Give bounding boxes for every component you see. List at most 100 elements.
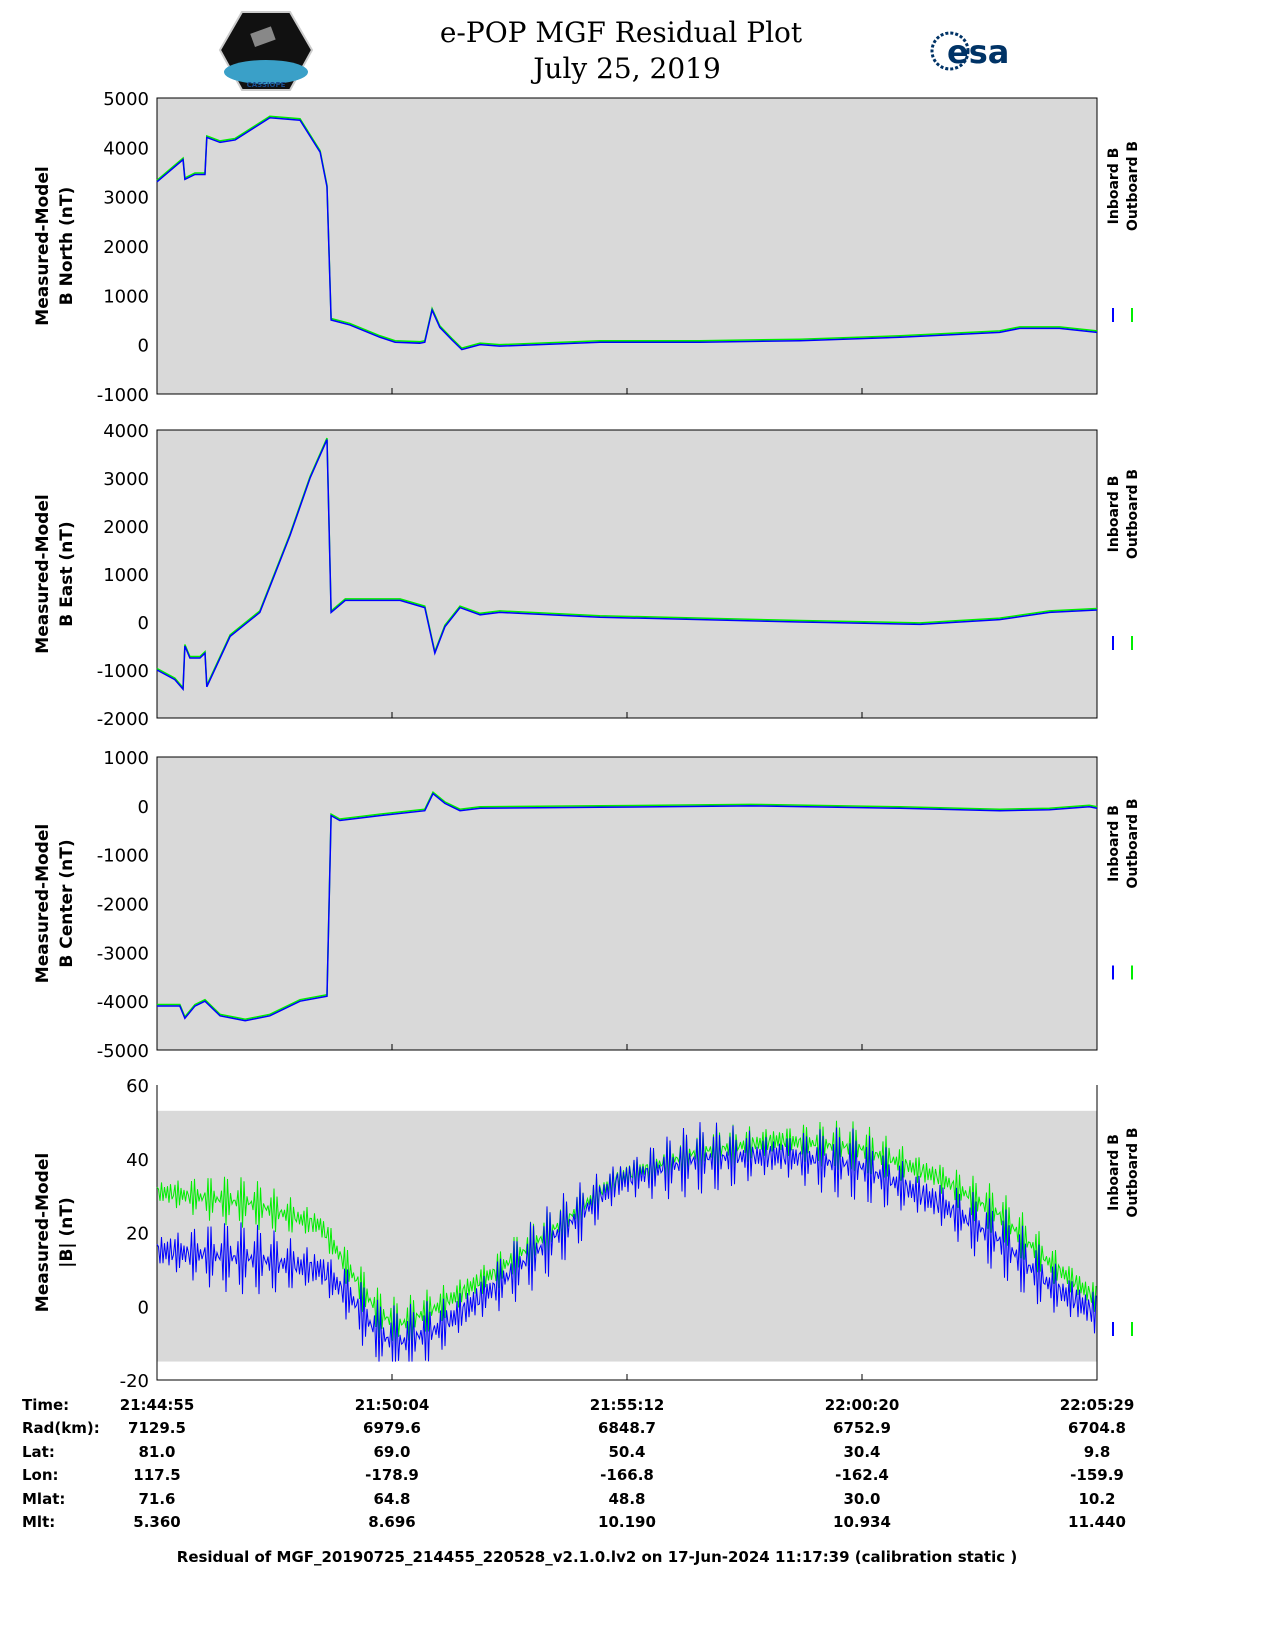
y-tick-label: 2000 (103, 237, 149, 258)
y-tick-label: -2000 (97, 709, 149, 730)
table-cell: -178.9 (365, 1466, 419, 1484)
y-tick-label: -3000 (97, 943, 149, 964)
y-tick-label: -20 (120, 1371, 149, 1392)
table-row-label: Lat: (22, 1443, 55, 1461)
y-tick-label: 60 (126, 1076, 149, 1097)
y-tick-label: -5000 (97, 1041, 149, 1062)
title-line-2: July 25, 2019 (530, 52, 721, 85)
inboard-series-line (157, 792, 1098, 1022)
y-tick-label: 0 (138, 1297, 149, 1318)
table-cell: 22:05:29 (1060, 1396, 1135, 1414)
table-cell: 6704.8 (1068, 1419, 1126, 1437)
table-cell: 21:50:04 (355, 1396, 430, 1414)
y-tick-label: 40 (126, 1150, 149, 1171)
legend-outboard-label: Outboard B (1125, 469, 1141, 559)
plot-area (156, 429, 1098, 719)
table-cell: 21:44:55 (120, 1396, 195, 1414)
legend-outboard-label: Outboard B (1125, 1127, 1141, 1217)
y-axis-label: Measured-Model (33, 824, 53, 983)
y-tick-label: -2000 (97, 895, 149, 916)
y-tick-label: 0 (138, 613, 149, 634)
table-cell: 21:55:12 (590, 1396, 665, 1414)
y-tick-label: 0 (138, 336, 149, 357)
y-tick-label: 20 (126, 1224, 149, 1245)
panel-4: 60 40 20 0 -20 Measured-Model |B| (nT) Inboard … (33, 1076, 1141, 1392)
esa-logo: esa (930, 31, 1009, 71)
table-cell: 6848.7 (598, 1419, 656, 1437)
y-tick-label: 0 (138, 797, 149, 818)
table-cell: 71.6 (138, 1490, 175, 1508)
inboard-series-line (156, 439, 1098, 692)
inboard-series-line (156, 1122, 1097, 1362)
legend-inboard-label: Inboard B (1106, 805, 1122, 882)
y-axis-label: Measured-Model (33, 494, 53, 653)
table-cell: 10.2 (1078, 1490, 1115, 1508)
inboard-series-line (156, 116, 1098, 351)
table-cell: 81.0 (138, 1443, 175, 1461)
legend-outboard-label: Outboard B (1125, 798, 1141, 888)
table-row-label: Mlt: (22, 1513, 55, 1531)
y-tick-label: 1000 (103, 286, 149, 307)
y-tick-label: 1000 (103, 565, 149, 586)
table-cell: 11.440 (1068, 1513, 1126, 1531)
legend: Inboard B Outboard B (1106, 469, 1141, 650)
table-cell: 7129.5 (128, 1419, 186, 1437)
mission-logo-text: CASSIOPE (247, 81, 286, 89)
table-cell: 69.0 (373, 1443, 410, 1461)
table-row-label: Lon: (22, 1466, 59, 1484)
panel-3: 1000 0 -1000 -2000 -3000 -4000 -5000 Measured-M… (33, 748, 1141, 1062)
table-row-label: Time: (22, 1396, 69, 1414)
outboard-series-line (157, 790, 1098, 1020)
panel-2: 4000 3000 2000 1000 0 -1000 -2000 Measured-Mode… (33, 421, 1141, 730)
panel-1: 5000 4000 3000 2000 1000 0 -1000 Measured-Model… (33, 89, 1141, 406)
legend-inboard-label: Inboard B (1106, 1134, 1122, 1211)
y-tick-label: 4000 (103, 421, 149, 442)
table-cell: 48.8 (608, 1490, 645, 1508)
legend: Inboard B Outboard B (1106, 141, 1141, 322)
table-cell: 5.360 (133, 1513, 180, 1531)
table-cell: 50.4 (608, 1443, 645, 1461)
table-row-label: Mlat: (22, 1490, 65, 1508)
footer-caption: Residual of MGF_20190725_214455_220528_v… (177, 1548, 1017, 1566)
table-cell: 22:00:20 (825, 1396, 900, 1414)
table-cell: 30.4 (843, 1443, 880, 1461)
plot-area (157, 1110, 1097, 1362)
table-row-label: Rad(km): (22, 1419, 100, 1437)
y-tick-label: 2000 (103, 517, 149, 538)
table-cell: 117.5 (133, 1466, 180, 1484)
mission-logo: CASSIOPE (218, 11, 314, 91)
table-cell: 64.8 (373, 1490, 410, 1508)
table-cell: -166.8 (600, 1466, 654, 1484)
table-cell: 8.696 (368, 1513, 415, 1531)
y-tick-label: 3000 (103, 469, 149, 490)
y-tick-label: 3000 (103, 188, 149, 209)
outboard-series-line (156, 1120, 1097, 1348)
table-cell: 9.8 (1084, 1443, 1111, 1461)
y-tick-label: 1000 (103, 748, 149, 769)
legend-outboard-label: Outboard B (1125, 141, 1141, 231)
table-cell: -162.4 (835, 1466, 889, 1484)
y-axis-label: B East (nT) (57, 521, 77, 626)
legend-inboard-label: Inboard B (1106, 148, 1122, 225)
y-tick-label: 5000 (103, 89, 149, 110)
plot-area (156, 756, 1098, 1051)
table-cell: 6979.6 (363, 1419, 421, 1437)
y-tick-label: -1000 (97, 661, 149, 682)
outboard-series-line (156, 437, 1098, 690)
y-axis-label: Measured-Model (33, 1153, 53, 1312)
legend-inboard-label: Inboard B (1106, 476, 1122, 553)
y-tick-label: -4000 (97, 992, 149, 1013)
y-axis-label: B North (nT) (57, 187, 77, 306)
table-cell: 10.190 (598, 1513, 656, 1531)
table-cell: 10.934 (833, 1513, 891, 1531)
table-cell: -159.9 (1070, 1466, 1124, 1484)
table-cell: 30.0 (843, 1490, 880, 1508)
legend: Inboard B Outboard B (1106, 798, 1141, 980)
outboard-series-line (156, 115, 1098, 349)
y-axis-label: |B| (nT) (57, 1197, 77, 1268)
esa-logo-text: esa (947, 33, 1009, 71)
y-tick-label: -1000 (97, 846, 149, 867)
y-axis-label: Measured-Model (33, 166, 53, 325)
